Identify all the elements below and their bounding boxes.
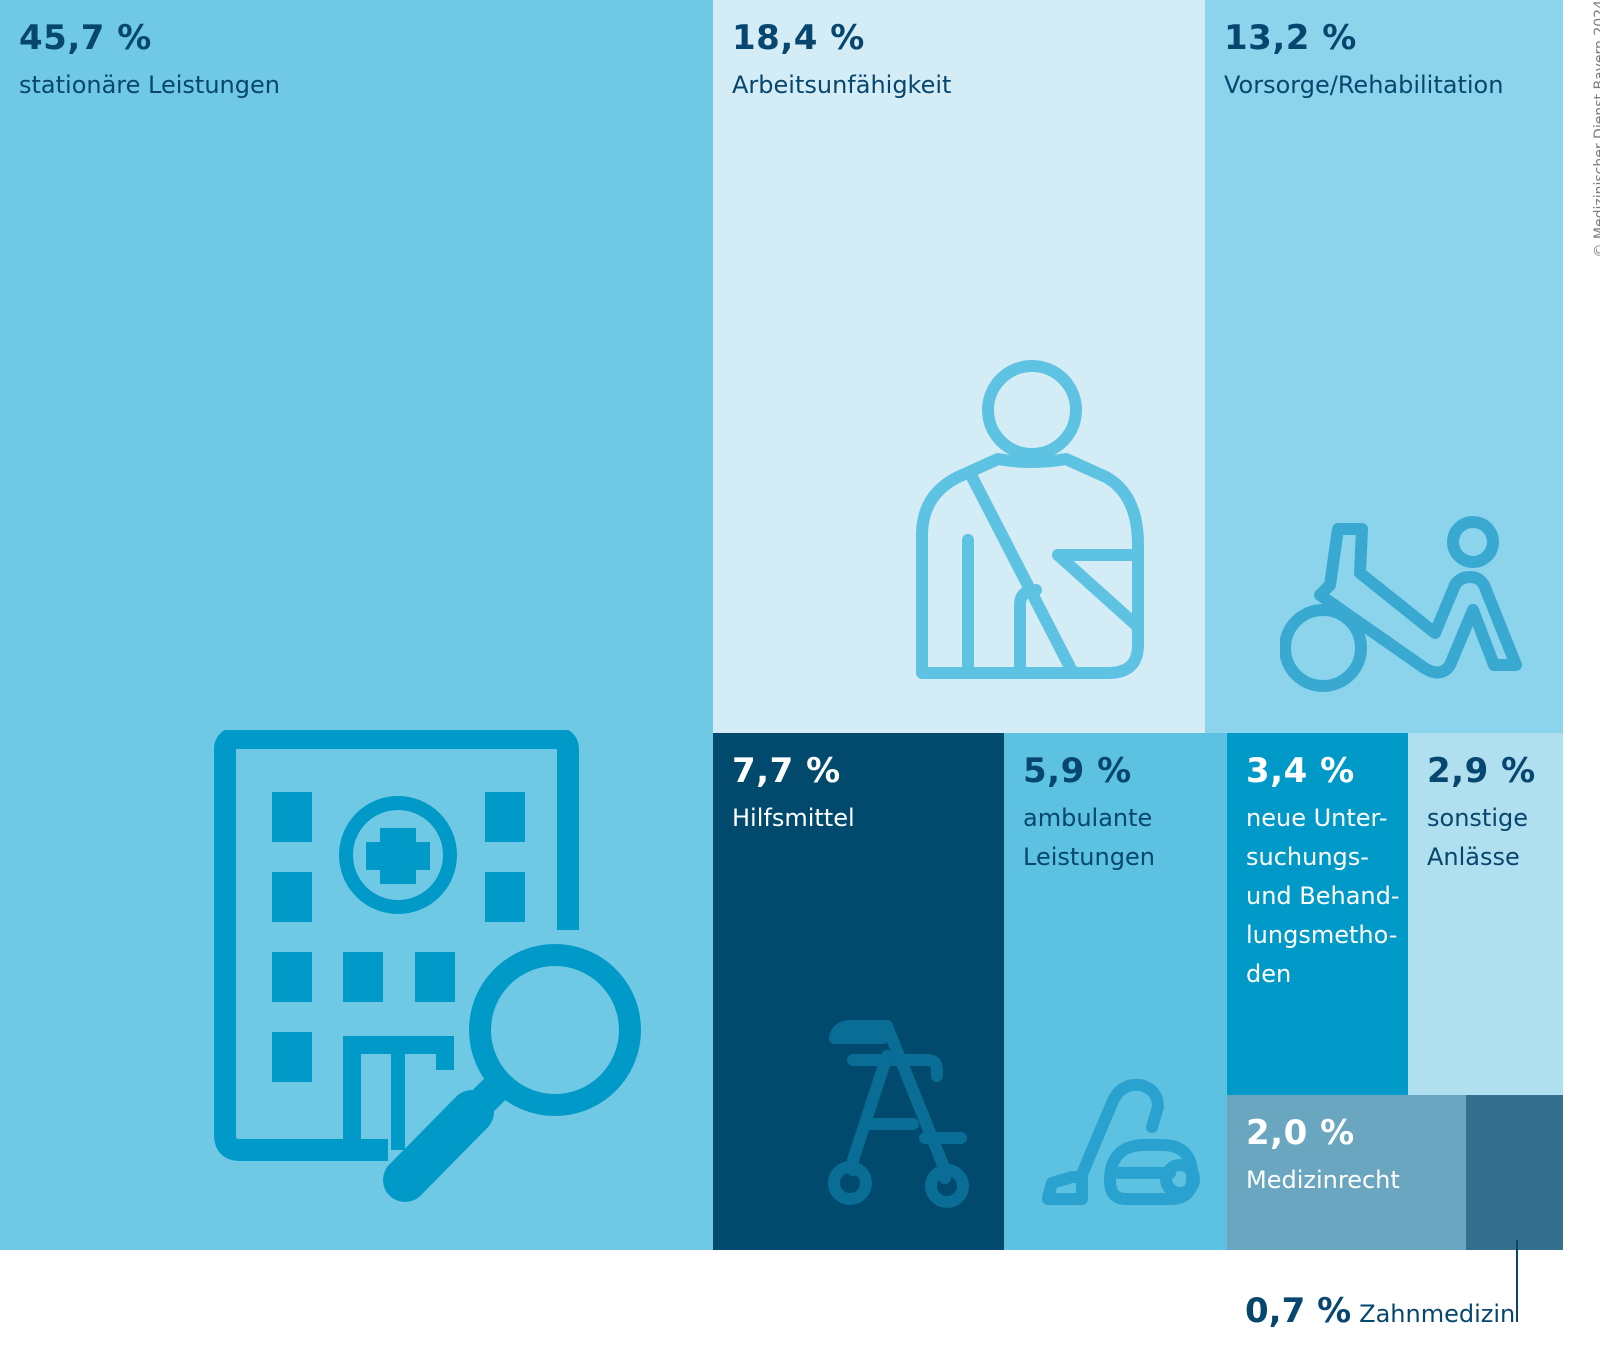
au-label: Arbeitsunfähigkeit: [732, 71, 952, 99]
stationaer-label: stationäre Leistungen: [19, 71, 280, 99]
reha-label: Vorsorge/Rehabilitation: [1224, 71, 1504, 99]
arm-sling-icon: [908, 355, 1158, 690]
treemap-tile-ambulant: 5,9 % ambulante Leistungen: [1004, 733, 1227, 1250]
reha-percentage: 13,2 %: [1224, 18, 1357, 58]
treemap-tile-medizinrecht: 2,0 % Medizinrecht: [1227, 1095, 1466, 1250]
nub-label: neue Unter- suchungs- und Behand- lungsm…: [1246, 804, 1400, 988]
zahnmedizin-leader-line: [1516, 1240, 1518, 1322]
treemap-tile-reha: 13,2 % Vorsorge/Rehabilitation: [1205, 0, 1563, 733]
hilfsmittel-percentage: 7,7 %: [732, 751, 841, 791]
ambulant-percentage: 5,9 %: [1023, 751, 1132, 791]
treemap-tile-zahnmedizin: [1466, 1095, 1563, 1250]
zahnmedizin-percentage: 0,7 %: [1245, 1291, 1352, 1331]
rollator-icon: [825, 1020, 985, 1210]
hospital-search-icon: [210, 730, 660, 1210]
sonstige-percentage: 2,9 %: [1427, 751, 1536, 791]
zahnmedizin-outside-label: 0,7 % Zahnmedizin: [1245, 1291, 1515, 1331]
medizinrecht-label: Medizinrecht: [1246, 1166, 1400, 1194]
hilfsmittel-label: Hilfsmittel: [732, 804, 855, 832]
ambulant-label: ambulante Leistungen: [1023, 804, 1155, 871]
sonstige-label: sonstige Anlässe: [1427, 804, 1528, 871]
stationaer-percentage: 45,7 %: [19, 18, 152, 58]
zahnmedizin-label: Zahnmedizin: [1359, 1300, 1516, 1328]
nub-percentage: 3,4 %: [1246, 751, 1355, 791]
vacuum-cleaner-icon: [1040, 1075, 1205, 1210]
rehabilitation-exercise-icon: [1280, 515, 1530, 695]
treemap-tile-stationaer: 45,7 % stationäre Leistungen: [0, 0, 713, 1250]
treemap-tile-nub: 3,4 % neue Unter- suchungs- und Behand- l…: [1227, 733, 1408, 1095]
treemap-tile-au: 18,4 % Arbeitsunfähigkeit: [713, 0, 1205, 733]
au-percentage: 18,4 %: [732, 18, 865, 58]
copyright-note: © Medizinischer Dienst Bayern 2024: [1592, 0, 1600, 258]
treemap-tile-sonstige: 2,9 % sonstige Anlässe: [1408, 733, 1563, 1095]
treemap-tile-hilfsmittel: 7,7 % Hilfsmittel: [713, 733, 1004, 1250]
medizinrecht-percentage: 2,0 %: [1246, 1113, 1355, 1153]
